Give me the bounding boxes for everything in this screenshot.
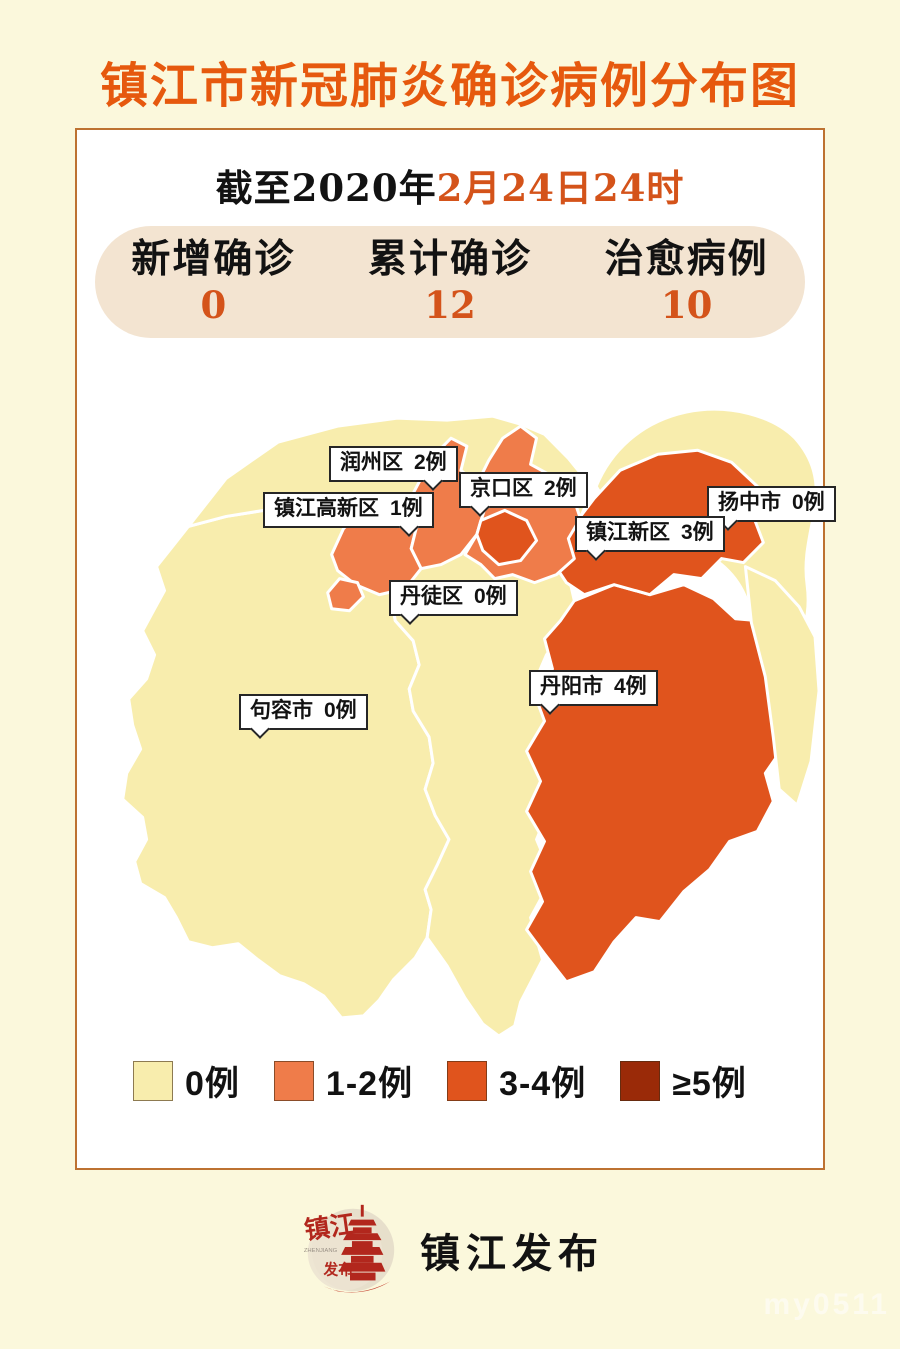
stat-value: 12 [424, 283, 476, 328]
callout-jingkou: 京口区 2例 [459, 472, 588, 509]
region-cases: 3例 [681, 521, 714, 544]
region-east-bank [743, 565, 821, 807]
as-of-date: 截至2020年2月24日24时 [77, 158, 823, 212]
callout-jurong: 句容市 0例 [239, 694, 368, 731]
report-card: 截至2020年2月24日24时 新增确诊 0 累计确诊 12 治愈病例 10 [75, 128, 836, 1170]
legend-label: 3-4例 [499, 1065, 587, 1103]
zhenjiang-fabu-logo-icon: 镇江 发布 ZHENJIANG [303, 1204, 395, 1293]
stat-total-confirmed: 累计确诊 12 [368, 237, 532, 326]
region-name: 句容市 [250, 699, 313, 722]
stat-label: 治愈病例 [604, 238, 769, 282]
as-of-date-highlight: 2月24日24时 [436, 166, 685, 210]
stat-value: 10 [660, 283, 713, 328]
callout-gaoxin: 镇江高新区 1例 [263, 492, 434, 529]
region-name: 镇江新区 [586, 521, 670, 544]
stat-new-confirmed: 新增确诊 0 [131, 237, 295, 326]
region-cases: 4例 [614, 675, 647, 698]
stats-bar: 新增确诊 0 累计确诊 12 治愈病例 10 [95, 226, 805, 338]
callout-runzhou: 润州区 2例 [329, 446, 458, 483]
region-cases: 1例 [390, 497, 423, 520]
region-cases: 0例 [474, 585, 507, 608]
legend-swatch-2 [447, 1060, 488, 1101]
footer: 镇江 发布 ZHENJIANG 镇江发布 [0, 1192, 900, 1308]
legend-item-3: ≥5例 [620, 1056, 747, 1105]
stat-value: 0 [200, 283, 227, 328]
region-name: 镇江高新区 [274, 497, 379, 520]
legend-label: 0例 [185, 1065, 240, 1103]
legend-label: 1-2例 [325, 1065, 414, 1103]
region-danyang [525, 583, 793, 984]
stat-label: 累计确诊 [367, 238, 532, 282]
callout-dantu: 丹徒区 0例 [389, 580, 518, 617]
legend-label: ≥5例 [672, 1065, 747, 1103]
region-name: 扬中市 [718, 491, 781, 514]
region-name: 丹徒区 [400, 585, 463, 608]
callout-zhenjiang-new-area: 镇江新区 3例 [575, 516, 725, 553]
stat-label: 新增确诊 [131, 238, 296, 282]
legend-item-0: 0例 [133, 1056, 240, 1105]
page-title: 镇江市新冠肺炎确诊病例分布图 [99, 58, 800, 114]
as-of-date-prefix: 截至2020年 [215, 166, 437, 210]
region-cases: 2例 [414, 451, 447, 474]
watermark: my0511 [763, 1288, 890, 1321]
legend-swatch-0 [133, 1060, 173, 1101]
region-name: 丹阳市 [540, 675, 603, 698]
district-map: 润州区 2例 京口区 2例 镇江高新区 1例 扬中市 0例 镇江新区 3例 丹徒区 0例 句… [77, 368, 836, 1040]
region-exclave [326, 577, 365, 613]
region-name: 润州区 [340, 451, 403, 474]
legend-item-1: 1-2例 [273, 1056, 414, 1105]
legend-swatch-1 [273, 1060, 314, 1101]
legend-swatch-3 [620, 1060, 661, 1101]
callout-danyang: 丹阳市 4例 [529, 670, 658, 707]
region-cases: 2例 [544, 477, 577, 500]
region-cases: 0例 [792, 491, 825, 514]
region-name: 京口区 [470, 477, 533, 500]
region-cases: 0例 [324, 699, 357, 722]
legend: 0例 1-2例 3-4例 ≥5例 [133, 1056, 747, 1105]
callout-yangzhong: 扬中市 0例 [707, 486, 836, 523]
logo-sub-text: 发布 [322, 1261, 353, 1279]
logo-caption-text: ZHENJIANG [304, 1248, 338, 1254]
stat-cured: 治愈病例 10 [605, 237, 769, 326]
region-urban-core-patch [475, 508, 539, 567]
brand-name: 镇江发布 [420, 1232, 604, 1276]
legend-item-2: 3-4例 [447, 1056, 586, 1105]
